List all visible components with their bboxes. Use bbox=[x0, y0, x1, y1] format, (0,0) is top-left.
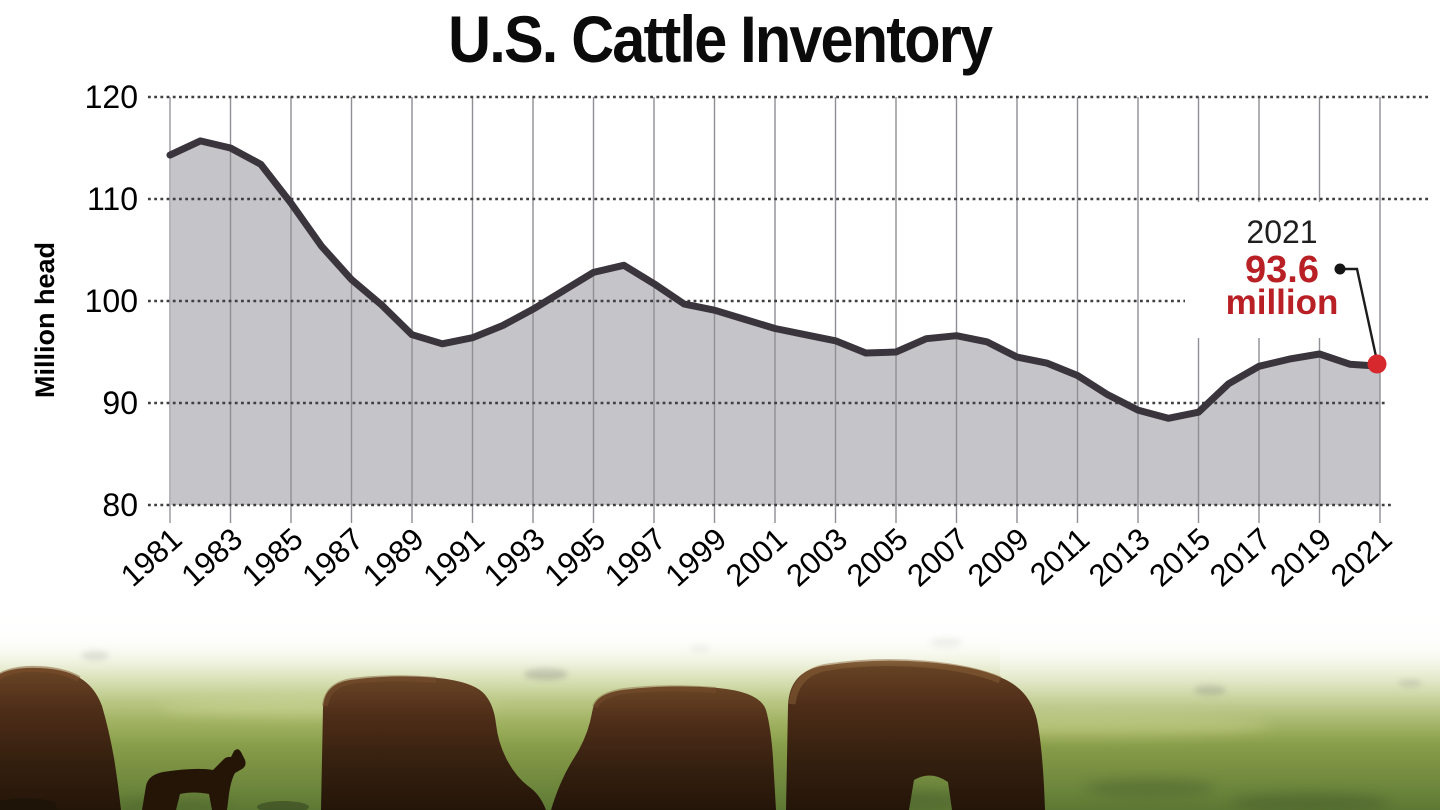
callout-year-label: 2021 bbox=[1246, 214, 1317, 250]
cattle-silhouettes bbox=[0, 659, 1045, 810]
x-tick-label: 1989 bbox=[356, 521, 431, 593]
x-tick-label: 2019 bbox=[1264, 521, 1339, 593]
x-tick-label: 1981 bbox=[114, 521, 189, 593]
x-tick-label: 2001 bbox=[719, 521, 794, 593]
y-tick-label: 80 bbox=[102, 487, 138, 523]
y-tick-label: 100 bbox=[85, 283, 138, 319]
cow-left bbox=[0, 667, 121, 810]
x-tick-label: 1997 bbox=[598, 521, 673, 593]
x-tick-label: 1999 bbox=[659, 521, 734, 593]
cow-large-rear bbox=[786, 660, 1045, 810]
x-tick-label: 2011 bbox=[1023, 521, 1096, 592]
x-tick-label: 2009 bbox=[961, 521, 1036, 593]
y-tick-label: 90 bbox=[102, 385, 138, 421]
pasture-photo bbox=[0, 608, 1440, 810]
x-tick-label: 1993 bbox=[477, 521, 552, 593]
cattle-inventory-chart: 1201101009080198119831985198719891991199… bbox=[30, 79, 1428, 593]
x-tick-label: 2007 bbox=[901, 521, 976, 593]
foreground-shadow bbox=[0, 798, 58, 810]
callout-connector bbox=[1334, 263, 1387, 374]
x-tick-label: 2003 bbox=[780, 521, 855, 593]
x-tick-label: 2015 bbox=[1143, 521, 1218, 593]
callout-unit-label: million bbox=[1226, 283, 1339, 322]
y-tick-label: 110 bbox=[87, 181, 138, 217]
chart-title-text: U.S. Cattle Inventory bbox=[448, 2, 993, 76]
callout-anchor-dot bbox=[1334, 263, 1346, 275]
x-tick-label: 2005 bbox=[840, 521, 915, 593]
callout-line bbox=[1340, 267, 1379, 362]
x-tick-label: 1995 bbox=[538, 521, 613, 593]
chart-title: U.S. Cattle Inventory bbox=[0, 1, 1440, 77]
y-axis-title: Million head bbox=[30, 242, 60, 398]
x-tick-label: 1987 bbox=[296, 521, 371, 593]
x-tick-label: 2013 bbox=[1082, 521, 1157, 593]
cow-neck-down bbox=[551, 686, 776, 810]
cow-grazing bbox=[321, 676, 546, 810]
y-tick-label: 120 bbox=[85, 79, 138, 115]
x-tick-label: 1983 bbox=[175, 521, 250, 593]
top-soft-haze bbox=[0, 608, 1440, 668]
grass-clump bbox=[257, 801, 309, 810]
data-point-2021-dot bbox=[1367, 354, 1387, 374]
callout-backdrop bbox=[1185, 202, 1351, 338]
x-tick-label: 1991 bbox=[417, 521, 492, 593]
calf bbox=[142, 749, 246, 810]
callout-value-label: 93.6 bbox=[1245, 249, 1319, 291]
inventory-line bbox=[166, 137, 1384, 422]
x-tick-label: 1985 bbox=[235, 521, 310, 593]
x-tick-label: 2021 bbox=[1324, 521, 1399, 593]
x-tick-label: 2017 bbox=[1203, 521, 1278, 593]
